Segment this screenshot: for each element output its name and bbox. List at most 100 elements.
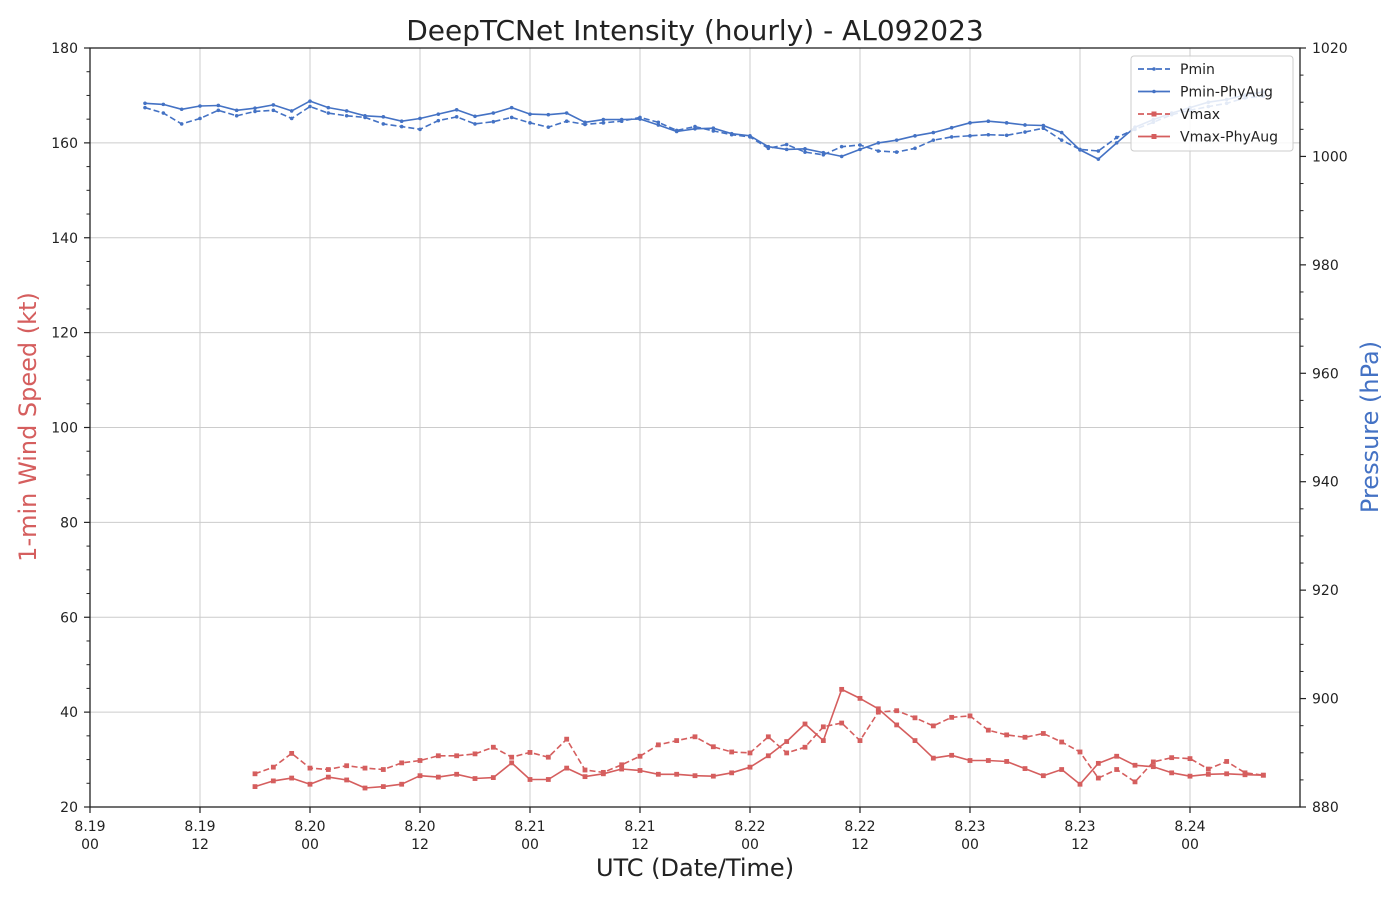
data-point-vmax xyxy=(820,724,826,730)
data-point-vmax xyxy=(454,753,460,759)
x-tick-time-label: 00 xyxy=(301,837,319,853)
data-point-vmax-phyaug xyxy=(490,775,496,780)
data-point-pmin-phyaug xyxy=(619,117,624,122)
data-point-pmin xyxy=(1114,135,1119,140)
x-tick-date-label: 8.20 xyxy=(404,819,435,835)
data-point-vmax xyxy=(710,744,716,750)
data-point-vmax-phyaug xyxy=(270,778,276,784)
data-point-pmin-phyaug xyxy=(564,111,569,115)
data-point-pmin-phyaug xyxy=(601,117,606,122)
legend-label: Pmin-PhyAug xyxy=(1180,85,1273,101)
y-axis-left-title: 1-min Wind Speed (kt) xyxy=(14,292,42,562)
data-point-vmax-phyaug xyxy=(875,706,881,712)
data-point-vmax xyxy=(1077,749,1083,755)
x-tick-date-label: 8.19 xyxy=(74,819,105,835)
data-point-pmin xyxy=(839,144,844,149)
data-point-pmin xyxy=(1041,126,1046,131)
data-point-vmax xyxy=(307,765,313,771)
data-point-pmin-phyaug xyxy=(308,99,312,103)
y-right-tick-label: 1000 xyxy=(1312,149,1348,165)
data-point-vmax-phyaug xyxy=(967,758,973,763)
legend-box xyxy=(1130,55,1294,152)
x-tick-date-label: 8.19 xyxy=(184,819,215,835)
data-point-vmax-phyaug xyxy=(985,758,991,763)
data-point-pmin xyxy=(509,115,514,120)
x-tick-time-label: 00 xyxy=(1181,837,1199,853)
data-point-vmax-phyaug xyxy=(564,765,570,771)
data-point-vmax xyxy=(985,727,991,733)
data-point-pmin-phyaug xyxy=(656,123,661,127)
data-point-vmax xyxy=(399,760,405,766)
data-point-vmax xyxy=(894,708,900,714)
legend: Pmin Pmin-PhyAug Vmax Vmax-PhyAug xyxy=(1130,55,1294,152)
y-left-tick-label: 180 xyxy=(51,41,78,57)
data-point-vmax-phyaug xyxy=(784,739,790,744)
data-point-pmin xyxy=(473,122,477,126)
legend-item-vmax: Vmax xyxy=(1138,107,1220,123)
data-point-vmax-phyaug xyxy=(380,784,386,790)
data-point-vmax xyxy=(270,764,276,770)
data-point-vmax-phyaug xyxy=(1040,773,1046,779)
data-point-pmin-phyaug xyxy=(1004,121,1009,125)
data-point-pmin xyxy=(876,149,881,153)
data-point-pmin-phyaug xyxy=(766,144,771,149)
data-point-vmax xyxy=(930,723,936,729)
data-point-vmax xyxy=(1022,734,1028,740)
data-point-pmin xyxy=(1096,149,1101,153)
data-point-pmin-phyaug xyxy=(894,138,899,142)
x-tick-time-label: 12 xyxy=(191,837,209,853)
data-point-pmin-phyaug xyxy=(638,117,642,121)
data-point-pmin xyxy=(491,119,496,124)
data-point-pmin xyxy=(528,121,532,125)
data-point-pmin xyxy=(949,135,954,139)
data-point-pmin-phyaug xyxy=(271,103,276,107)
data-point-vmax-phyaug xyxy=(545,777,551,782)
x-tick-date-label: 8.21 xyxy=(514,819,545,835)
y-left-tick-label: 80 xyxy=(60,515,78,531)
data-point-vmax-phyaug xyxy=(472,776,478,781)
data-point-vmax-phyaug xyxy=(1022,766,1028,771)
data-point-vmax-phyaug xyxy=(637,768,643,773)
data-point-vmax xyxy=(289,750,295,756)
x-tick-date-label: 8.24 xyxy=(1174,819,1205,835)
data-point-vmax-phyaug xyxy=(1205,771,1211,777)
axes-layer: 20 40 60 80 100 120 140 160 180 880 900 920 940 960 98… xyxy=(51,41,1347,853)
data-point-pmin-phyaug xyxy=(198,104,202,108)
y-axis-right-title: Pressure (hPa) xyxy=(1356,341,1384,513)
data-point-vmax-phyaug xyxy=(600,771,606,777)
y-left-tick-label: 100 xyxy=(51,421,78,437)
x-tick-time-label: 00 xyxy=(81,837,99,853)
legend-label: Pmin xyxy=(1180,62,1215,78)
data-point-vmax xyxy=(472,751,478,757)
data-point-vmax xyxy=(802,744,808,750)
y-left-tick-label: 20 xyxy=(60,800,78,816)
data-point-pmin-phyaug xyxy=(491,111,496,115)
data-point-vmax-phyaug xyxy=(1095,760,1101,766)
data-point-vmax xyxy=(967,713,973,719)
data-point-vmax xyxy=(564,736,570,742)
y-left-tick-label: 60 xyxy=(60,610,78,626)
x-tick-date-label: 8.21 xyxy=(624,819,655,835)
data-point-pmin-phyaug xyxy=(729,131,734,136)
series-line-vmax xyxy=(254,709,1264,783)
legend-swatch-marker xyxy=(1151,111,1157,117)
data-point-vmax-phyaug xyxy=(692,773,698,779)
data-point-vmax-phyaug xyxy=(1150,764,1156,770)
y-left-tick-label: 120 xyxy=(51,326,78,342)
data-point-vmax xyxy=(674,738,680,743)
data-point-pmin-phyaug xyxy=(968,121,972,125)
y-right-tick-label: 940 xyxy=(1312,475,1339,491)
data-point-pmin-phyaug xyxy=(509,105,514,110)
x-tick-date-label: 8.22 xyxy=(734,819,765,835)
data-point-pmin-phyaug xyxy=(436,112,441,116)
data-point-pmin-phyaug xyxy=(179,107,184,112)
data-point-pmin xyxy=(418,127,422,132)
data-point-pmin-phyaug xyxy=(839,154,844,159)
data-point-vmax xyxy=(509,754,515,760)
legend-swatch-marker xyxy=(1151,134,1157,139)
data-point-vmax xyxy=(857,738,863,743)
x-tick-date-label: 8.23 xyxy=(1064,819,1095,835)
data-point-pmin xyxy=(913,146,917,151)
legend-swatch-marker xyxy=(1152,67,1156,71)
data-point-vmax-phyaug xyxy=(894,722,900,728)
